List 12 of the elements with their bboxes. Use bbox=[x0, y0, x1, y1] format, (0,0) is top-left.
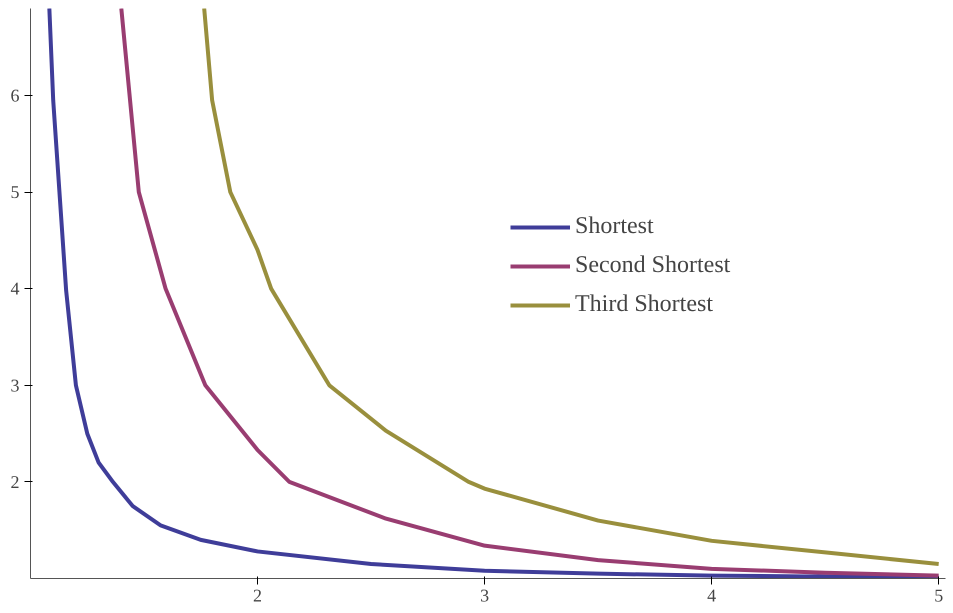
y-tick-label: 5 bbox=[10, 182, 20, 202]
x-tick-label: 5 bbox=[934, 586, 944, 606]
x-tick-label: 2 bbox=[253, 586, 262, 606]
x-tick-label: 4 bbox=[707, 586, 716, 606]
y-tick-label: 6 bbox=[10, 85, 20, 106]
y-tick-label: 2 bbox=[10, 472, 20, 492]
y-tick-label: 4 bbox=[10, 278, 20, 299]
legend-label: Shortest bbox=[575, 213, 654, 240]
legend-label: Second Shortest bbox=[575, 252, 730, 279]
y-tick-label: 3 bbox=[10, 375, 20, 396]
x-tick-label: 3 bbox=[480, 586, 490, 606]
legend-label: Third Shortest bbox=[575, 291, 713, 318]
